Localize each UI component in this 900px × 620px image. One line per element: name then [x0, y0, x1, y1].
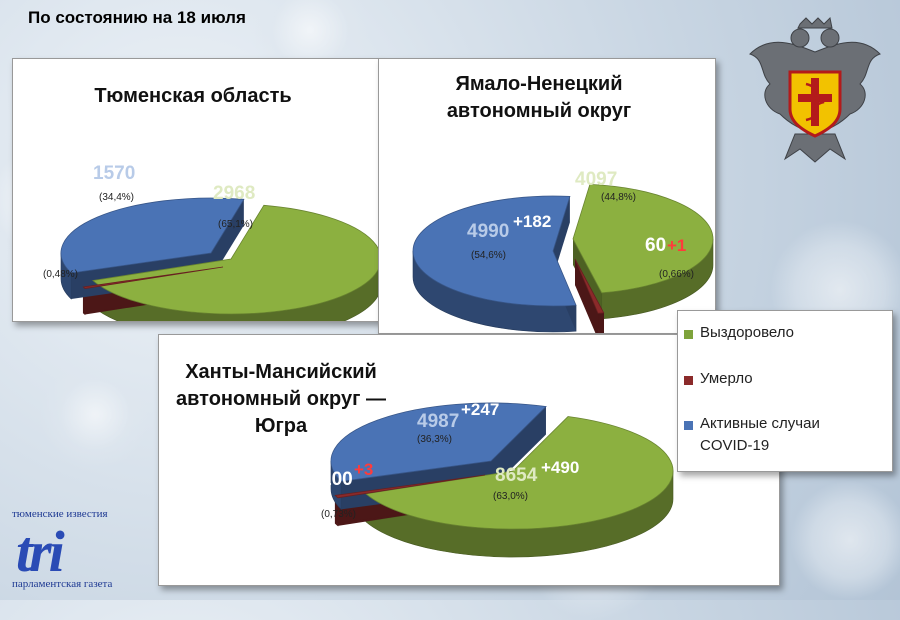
- pie-slice: [82, 266, 224, 289]
- slice-change-label: +490: [541, 458, 579, 477]
- legend-swatch: [684, 376, 693, 385]
- slice-value-label: 4097: [575, 169, 617, 190]
- slice-value-label: 22: [29, 235, 50, 256]
- chart-title: Ямало-Ненецкий автономный округ: [446, 73, 632, 122]
- legend-label: Выздоровело: [700, 324, 795, 341]
- slice-percent-label: (44,8%): [601, 192, 636, 203]
- background-virus-decoration: [40, 360, 150, 470]
- pie-slice: [574, 258, 605, 314]
- slice-change-label: +109: [141, 144, 179, 163]
- slice-change-label: +182: [513, 212, 551, 231]
- pie-slice: [412, 195, 577, 307]
- rospotrebnadzor-emblem-icon: [740, 14, 890, 164]
- slice-percent-label: (63,0%): [493, 491, 528, 502]
- chart-title: Ханты-Мансийский автономный округ — Югра: [176, 361, 386, 437]
- slice-value-label: 1570: [93, 163, 135, 184]
- pie-slice: [364, 416, 674, 530]
- legend-swatch: [684, 421, 693, 430]
- slice-change-label: +101: [271, 175, 309, 194]
- slice-percent-label: (65,1%): [218, 219, 253, 230]
- slice-change-label: +119: [619, 160, 656, 179]
- logo-top-text: тюменские известия: [12, 508, 108, 520]
- legend-label: Умерло: [700, 370, 753, 387]
- logo-mark: tri: [16, 519, 65, 584]
- chart-title: Тюменская область: [94, 85, 292, 107]
- pie-slice: [92, 204, 379, 315]
- background-virus-decoration: [790, 480, 900, 600]
- chart-panel-khmao: Ханты-Мансийский автономный округ — Югра…: [158, 334, 780, 586]
- slice-percent-label: (54,6%): [471, 250, 506, 261]
- chart-panel-yamal: Ямало-Ненецкий автономный округ 4097 +119…: [378, 58, 716, 334]
- date-header: По состоянию на 18 июля: [28, 8, 246, 27]
- slice-value-label: 4990: [467, 221, 509, 242]
- slice-value-label: 2968: [213, 183, 255, 204]
- slice-change-label: +3: [354, 460, 373, 479]
- slice-percent-label: (36,3%): [417, 434, 452, 445]
- pie-chart: 8654 +490 (63,0%) 100 +3 (0,73%) 4987+247 (36,3…: [321, 400, 674, 558]
- pie-slice-edge: [211, 199, 244, 279]
- pie-slice-edge: [491, 406, 546, 489]
- legend-swatch: [684, 330, 693, 339]
- slice-value-label: 8654: [495, 465, 538, 486]
- legend-label: Активные случаи COVID-19: [700, 415, 820, 454]
- slice-value-label: 60: [645, 235, 666, 256]
- pie-chart: 4097 +119 (44,8%) 60 +1 (0,66%) 4990 +182 (54,6%…: [412, 160, 714, 333]
- chart-panel-tyumen: Тюменская область 2968 +101 (65,1%) 22 (0,48…: [12, 58, 380, 322]
- pie-slice: [60, 197, 245, 274]
- pie-slice: [330, 402, 547, 482]
- pie-slice-edge: [553, 196, 570, 277]
- slice-percent-label: (0,73%): [321, 509, 356, 520]
- slice-percent-label: (0,66%): [659, 269, 694, 280]
- slice-percent-label: (0,48%): [43, 269, 78, 280]
- pie-chart: 2968 +101 (65,1%) 22 (0,48%) 1570 +109 (34,4%): [29, 144, 379, 321]
- newspaper-logo: тюменские известия tri парламентская газ…: [10, 508, 146, 594]
- slice-percent-label: (34,4%): [99, 192, 134, 203]
- pie-slice: [334, 474, 486, 499]
- slice-value-label: 4987: [417, 411, 459, 432]
- pie-slice: [572, 183, 714, 294]
- pie-slice-edge: [575, 259, 599, 333]
- slice-change-label: +1: [667, 236, 686, 255]
- slice-change-label: +247: [461, 400, 499, 419]
- slice-value-label: 100: [321, 469, 353, 490]
- logo-bottom-text: парламентская газета: [12, 578, 113, 590]
- chart-legend: Выздоровело Умерло Активные случаи COVID…: [677, 310, 893, 472]
